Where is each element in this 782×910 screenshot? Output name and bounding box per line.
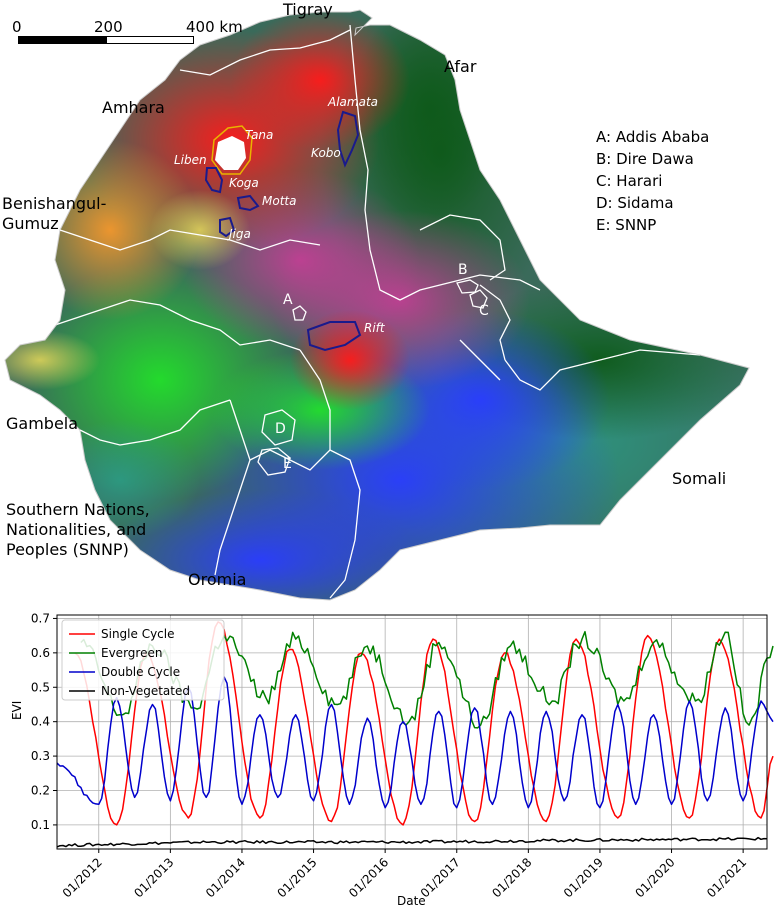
region-label-snnp-1: Southern Nations, xyxy=(6,500,150,519)
series-line-double-cycle xyxy=(56,676,774,809)
site-label-tana: Tana xyxy=(245,128,274,142)
y-tick-label: 0.2 xyxy=(31,784,50,798)
site-label-kobo: Kobo xyxy=(311,146,341,160)
x-axis-label: Date xyxy=(397,894,426,908)
scale-label-0: 0 xyxy=(12,18,22,36)
key-item-a: A: Addis Ababa xyxy=(596,128,710,146)
site-label-liben: Liben xyxy=(174,153,207,167)
site-label-rift: Rift xyxy=(364,321,385,335)
x-tick-label: 01/2018 xyxy=(489,855,534,900)
x-tick-label: 01/2021 xyxy=(704,855,749,900)
series-line-non-vegetated xyxy=(56,836,768,848)
y-tick-label: 0.6 xyxy=(31,646,50,660)
map-key: A: Addis Ababa B: Dire Dawa C: Harari D:… xyxy=(596,126,709,236)
letter-b: B xyxy=(458,262,468,278)
plot-frame xyxy=(56,614,768,850)
region-label-oromia: Oromia xyxy=(188,570,247,589)
y-tick-label: 0.7 xyxy=(31,611,50,625)
legend-label: Double Cycle xyxy=(101,665,180,679)
site-label-motta: Motta xyxy=(262,194,297,208)
region-label-amhara: Amhara xyxy=(102,98,165,117)
x-tick-label: 01/2019 xyxy=(561,855,606,900)
x-tick-label: 01/2012 xyxy=(60,855,105,900)
scale-bar-white xyxy=(106,36,194,44)
scale-bar xyxy=(18,36,194,44)
region-label-snnp-2: Nationalities, and xyxy=(6,520,147,539)
y-tick-label: 0.1 xyxy=(31,818,50,832)
y-tick-label: 0.3 xyxy=(31,749,50,763)
region-label-benishangul-2: Gumuz xyxy=(2,214,59,233)
legend-label: Non-Vegetated xyxy=(101,684,190,698)
region-label-snnp-3: Peoples (SNNP) xyxy=(6,540,129,559)
chart-series xyxy=(56,621,774,848)
letter-d: D xyxy=(275,421,286,437)
lake-tana xyxy=(215,136,246,170)
scale-label-400: 400 km xyxy=(186,18,243,36)
region-label-afar: Afar xyxy=(444,57,477,76)
key-item-b: B: Dire Dawa xyxy=(596,150,694,168)
evi-chart: 0.1 0.2 0.3 0.4 0.5 0.6 0.7 01/2012 01/2013 01/20… xyxy=(31,611,774,900)
site-label-koga: Koga xyxy=(229,176,259,190)
y-tick-label: 0.5 xyxy=(31,680,50,694)
letter-e: E xyxy=(283,456,292,472)
site-label-jiga: Jiga xyxy=(229,227,251,241)
legend-box xyxy=(61,619,225,701)
study-sites xyxy=(204,110,362,352)
series-line-evergreen xyxy=(80,630,774,729)
x-tick-label: 01/2020 xyxy=(633,855,678,900)
letter-c: C xyxy=(479,303,489,319)
tana-outline xyxy=(211,125,253,175)
key-item-e: E: SNNP xyxy=(596,216,657,234)
site-label-alamata: Alamata xyxy=(328,95,378,109)
region-label-tigray: Tigray xyxy=(283,0,333,19)
chart-legend: Single Cycle Evergreen Double Cycle Non-Veg… xyxy=(61,619,225,701)
region-label-gambela: Gambela xyxy=(6,414,79,433)
y-tick-label: 0.4 xyxy=(31,715,50,729)
series-line-single-cycle xyxy=(74,621,774,826)
legend-label: Single Cycle xyxy=(101,627,175,641)
region-boundaries xyxy=(39,24,701,599)
letter-a: A xyxy=(283,292,293,308)
key-item-c: C: Harari xyxy=(596,172,663,190)
key-item-d: D: Sidama xyxy=(596,194,674,212)
small-areas xyxy=(257,279,488,476)
x-tick-label: 01/2013 xyxy=(131,855,176,900)
region-label-benishangul-1: Benishangul- xyxy=(2,194,107,213)
x-tick-label: 01/2016 xyxy=(346,855,391,900)
scale-label-200: 200 xyxy=(94,18,123,36)
region-label-somali: Somali xyxy=(672,469,727,488)
y-axis-label: EVI xyxy=(10,700,24,720)
x-tick-label: 01/2014 xyxy=(203,855,248,900)
legend-label: Evergreen xyxy=(101,646,162,660)
x-tick-label: 01/2015 xyxy=(275,855,320,900)
scale-bar-black xyxy=(18,36,108,44)
